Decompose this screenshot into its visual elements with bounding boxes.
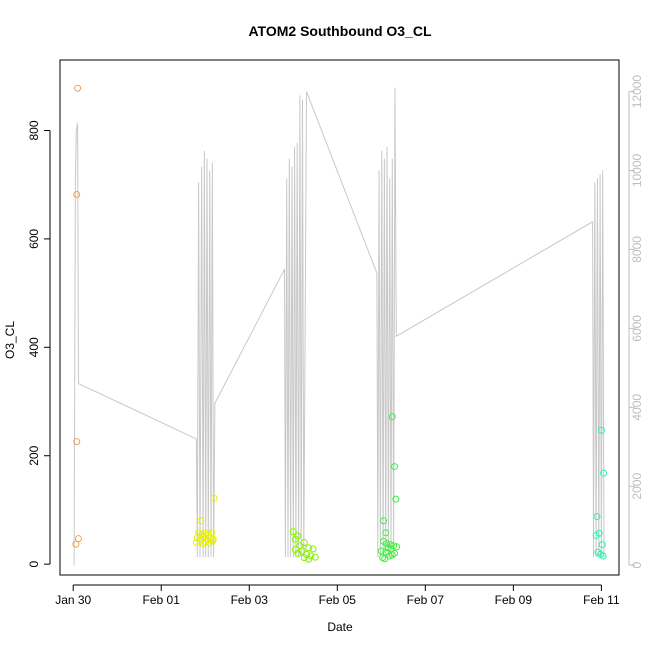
y-tick-label: 600 [27,229,41,249]
data-point [291,535,299,543]
line-layer [73,87,605,566]
y-tick-label: 400 [27,337,41,357]
data-point [210,494,218,502]
data-point [388,551,396,559]
data-point [294,549,302,557]
x-tick-label: Feb 07 [407,593,445,607]
data-point [388,413,396,421]
data-point [391,463,399,471]
y2-tick-label: 0 [630,561,644,568]
data-point [382,548,390,556]
data-point [300,554,308,562]
data-point [192,538,200,546]
y-tick-label: 800 [27,120,41,140]
data-point [384,544,392,552]
y2-tick-label: 6000 [630,315,644,342]
data-point [309,545,317,553]
data-point [202,538,210,546]
data-point [311,553,319,561]
data-point [381,555,389,563]
data-point [300,538,308,546]
data-point [600,469,608,477]
data-point [289,528,297,536]
y2-tick-label: 8000 [630,236,644,263]
data-point [597,426,605,434]
data-point [383,540,391,548]
chart-title: ATOM2 Southbound O3_CL [248,23,431,39]
data-point [592,531,600,539]
data-point [201,529,209,537]
data-point [593,512,601,520]
x-tick-label: Feb 05 [319,593,357,607]
y-axis-label: O3_CL [3,321,17,359]
y-tick-label: 0 [27,561,41,568]
data-point [298,547,306,555]
x-tick-label: Feb 11 [583,593,620,607]
data-point [382,529,390,537]
data-point [209,537,217,545]
data-point [391,549,399,557]
x-tick-label: Feb 09 [495,593,533,607]
data-point [392,495,400,503]
data-point [197,517,205,525]
x-tick-label: Feb 01 [143,593,181,607]
data-point [380,517,388,525]
data-point [599,552,607,560]
data-point [73,438,81,446]
y-tick-label: 200 [27,445,41,465]
y2-tick-label: 12000 [630,75,644,109]
y2-tick-label: 10000 [630,153,644,187]
x-axis-label: Date [327,620,353,634]
data-point [74,84,82,92]
data-point [305,555,313,563]
data-point [377,547,385,555]
plot-frame [59,59,620,576]
data-point [291,546,299,554]
y2-tick-label: 2000 [630,473,644,500]
x-tick-label: Jan 30 [55,593,91,607]
x-tick-label: Feb 03 [231,593,269,607]
data-point [73,190,81,198]
axis-layer: 0200400600800020004000600080001000012000… [27,59,644,607]
y2-tick-label: 4000 [630,394,644,421]
series-line [73,87,605,566]
data-point [598,541,606,549]
point-layer [72,84,608,563]
data-point [74,535,82,543]
data-point [208,529,216,537]
data-point [305,544,313,552]
data-point [72,540,80,548]
